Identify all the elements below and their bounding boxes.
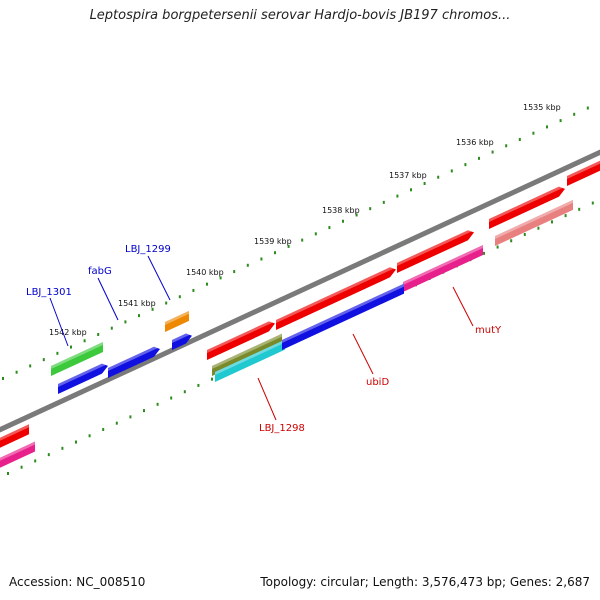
ruler-label: 1541 kbp — [118, 299, 156, 308]
gene-label-lbj-1299[interactable]: LBJ_1299 — [125, 244, 171, 255]
gene-pink-2[interactable] — [0, 441, 35, 471]
gene-lbj1299-orange[interactable] — [165, 310, 189, 332]
gene-red-5[interactable] — [567, 158, 600, 187]
gene-pink-1[interactable] — [403, 245, 483, 292]
gene-ubid-blue[interactable] — [282, 283, 404, 350]
gene-label-lbj-1301[interactable]: LBJ_1301 — [26, 287, 72, 298]
ruler-label: 1536 kbp — [456, 138, 494, 147]
genome-summary-text: Topology: circular; Length: 3,576,473 bp… — [260, 575, 590, 589]
gene-label-ubid[interactable]: ubiD — [366, 377, 389, 388]
gene-lbj1301-green[interactable] — [51, 341, 103, 376]
gene-salmon-1[interactable] — [495, 199, 573, 246]
gene-label-fabg[interactable]: fabG — [88, 266, 112, 277]
accession-text: Accession: NC_008510 — [9, 575, 146, 589]
gene-red-3[interactable] — [397, 227, 474, 273]
gene-label-muty[interactable]: mutY — [475, 325, 502, 336]
gene-cyan[interactable] — [215, 339, 285, 382]
gene-label-leaders — [49, 255, 474, 421]
chromosome-backbone — [0, 149, 600, 433]
ruler-label: 1540 kbp — [186, 268, 224, 277]
gene-red-2[interactable] — [276, 264, 396, 331]
gene-red-1[interactable] — [207, 318, 275, 360]
ruler-label: 1539 kbp — [254, 237, 292, 246]
gene-lbj1301-blue[interactable] — [58, 360, 108, 394]
ruler-label: 1542 kbp — [49, 328, 87, 337]
gene-labels: LBJ_1299 fabG LBJ_1301 mutY ubiD LBJ_129… — [26, 244, 502, 434]
gene-red-6[interactable] — [0, 424, 29, 450]
ruler-label: 1535 kbp — [523, 103, 561, 112]
map-title: Leptospira borgpetersenii serovar Hardjo… — [89, 8, 511, 23]
gene-red-4[interactable] — [489, 183, 565, 229]
ruler-labels: 1535 kbp 1536 kbp 1537 kbp 1538 kbp 1539… — [49, 103, 561, 337]
gene-fabg-blue[interactable] — [108, 343, 160, 378]
ruler-label: 1537 kbp — [389, 171, 427, 180]
gene-lbj1299-blue[interactable] — [172, 330, 192, 350]
gene-label-lbj-1298[interactable]: LBJ_1298 — [259, 423, 305, 434]
gene-features — [0, 158, 600, 471]
ruler-label: 1538 kbp — [322, 206, 360, 215]
